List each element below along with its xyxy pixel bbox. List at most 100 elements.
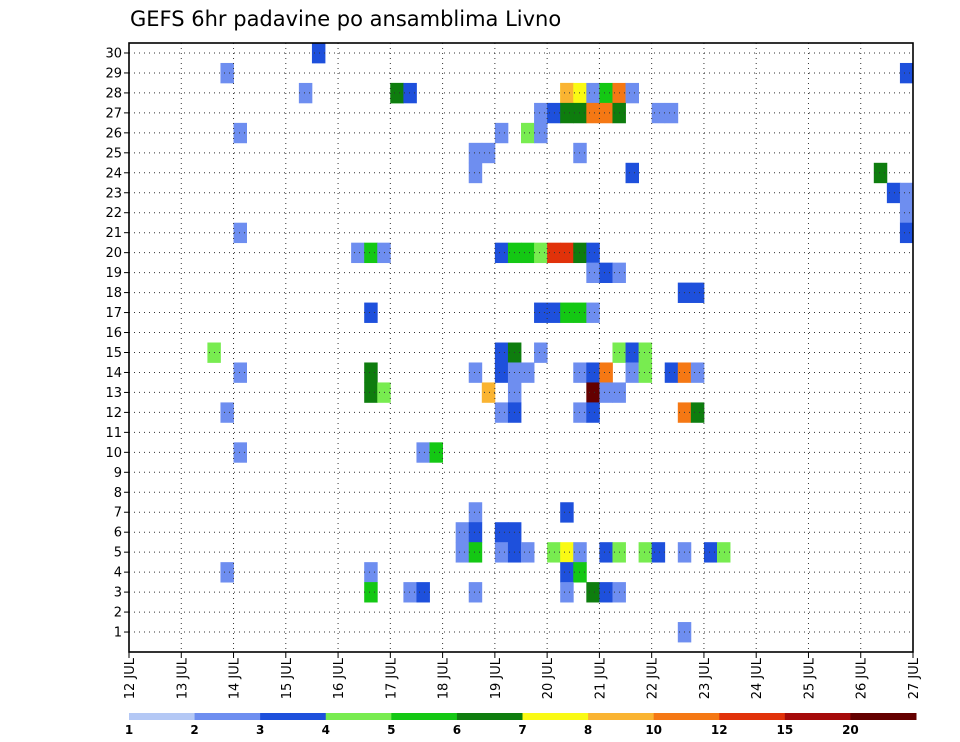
precip-cell [547,102,561,124]
y-tick-label: 3 [114,586,122,601]
precip-cell [560,562,574,583]
colorbar-segment [522,713,589,720]
precip-cell [481,382,496,403]
colorbar-tick-label: 5 [387,723,395,737]
precip-cell [233,362,247,383]
colorbar-tick-label: 2 [190,723,198,737]
precip-cell [351,242,365,264]
x-tick-label: 24 JUL [750,657,765,699]
x-tick-label: 18 JUL [437,657,452,699]
colorbar-segment [850,713,917,720]
colorbar-tick-label: 12 [711,723,728,737]
precip-cell [899,202,914,224]
precip-cell [599,382,613,403]
x-tick-label: 20 JUL [541,657,556,699]
precip-cell [364,302,378,323]
precip-cell [873,162,888,184]
precip-cell [521,242,535,264]
y-tick-label: 10 [105,446,122,461]
y-axis: 1234567891011121314151617181920212223242… [105,46,129,641]
precip-cell [586,402,600,423]
colorbar-segment [719,713,786,720]
y-tick-label: 29 [105,66,122,81]
colorbar-tick-label: 4 [322,723,330,737]
precip-cell [494,122,509,144]
precip-cell [468,582,483,603]
y-tick-label: 19 [105,266,122,281]
precip-cell [625,82,639,104]
precip-cell [521,122,535,144]
precip-cell [403,582,417,603]
colorbar-segment [784,713,851,720]
precip-cell [481,142,496,164]
colorbar-tick-label: 15 [776,723,793,737]
colorbar-tick-label: 20 [842,723,859,737]
precip-cell [638,542,653,563]
colorbar-segment [456,713,523,720]
precip-cell [560,502,574,523]
precip-cell [403,82,417,104]
precip-cell [494,402,509,423]
precip-cell [468,542,483,563]
precip-cell [233,122,247,144]
precip-cell [599,542,613,563]
precip-cell [364,242,378,264]
precip-cell [586,362,600,383]
x-tick-label: 19 JUL [489,657,504,699]
x-tick-label: 21 JUL [593,657,608,699]
y-tick-label: 11 [105,426,122,441]
y-tick-label: 20 [105,246,122,261]
precip-cell [311,43,326,64]
precip-cell [586,302,600,323]
x-tick-label: 16 JUL [332,657,347,699]
x-axis: 12 JUL 13 JUL 14 JUL 15 JUL 16 JUL 17 JUL 18 J… [123,652,922,699]
y-tick-label: 1 [114,626,122,641]
precip-cell [690,402,705,423]
precip-cell [560,582,574,603]
y-tick-label: 15 [105,346,122,361]
grid-layer [129,43,914,652]
precip-cell [651,102,666,124]
colorbar-segment [588,713,655,720]
colorbar-tick-label: 6 [453,723,461,737]
precip-cell [586,82,600,104]
y-tick-label: 27 [105,106,122,121]
x-tick-label: 23 JUL [698,657,713,699]
precip-cell [638,362,653,383]
y-tick-label: 2 [114,606,122,621]
colorbar-segment [325,713,392,720]
y-tick-label: 8 [114,486,122,501]
precip-cell [899,222,914,244]
precip-cell [625,362,639,383]
colorbar-tick-label: 10 [645,723,662,737]
precip-cell [625,342,639,363]
precip-cell [534,102,548,124]
x-tick-label: 17 JUL [384,657,399,699]
y-tick-label: 24 [105,166,122,181]
precip-cell [690,282,705,303]
precip-cell [534,342,548,363]
y-tick-label: 25 [105,146,122,161]
precip-cell [521,362,535,383]
colorbar-segment [653,713,720,720]
precip-cell [560,542,574,563]
precip-cell [220,402,234,423]
y-tick-label: 30 [105,46,122,61]
y-tick-label: 26 [105,126,122,141]
precip-cell [586,582,600,603]
precip-cell [364,562,378,583]
y-tick-label: 14 [105,366,122,381]
precip-cell [534,122,548,144]
precip-cell [586,382,600,403]
precip-cell [586,242,600,264]
x-tick-label: 25 JUL [802,657,817,699]
precip-cell [599,262,613,284]
precip-cell [390,82,404,104]
precip-cell [886,182,901,204]
precip-cell [494,342,509,363]
precip-cell [599,102,613,124]
y-tick-label: 12 [105,406,122,421]
precip-cell [651,542,666,563]
precip-cell [494,362,509,383]
y-tick-label: 13 [105,386,122,401]
